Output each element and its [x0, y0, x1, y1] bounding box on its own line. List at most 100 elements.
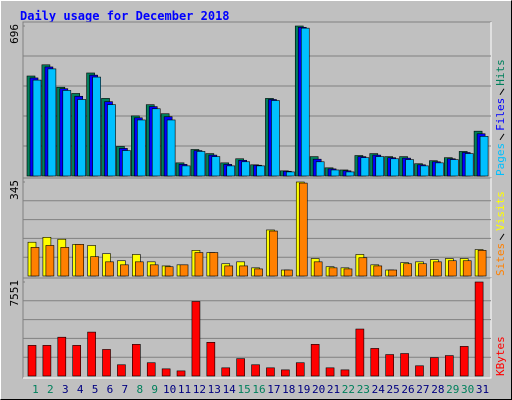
x-tick-label: 23 [357, 383, 370, 396]
bar [151, 108, 161, 177]
x-tick-label: 15 [237, 383, 250, 396]
x-tick-label: 29 [446, 383, 459, 396]
legend-label: Visits [494, 191, 507, 231]
bar [196, 151, 206, 177]
bar [343, 268, 353, 277]
bar [286, 171, 295, 177]
bar [474, 281, 484, 377]
bar [62, 90, 72, 177]
x-tick-label: 18 [282, 383, 295, 396]
x-tick-label: 10 [163, 383, 176, 396]
bar [400, 353, 409, 377]
bar [206, 342, 216, 377]
bar [27, 345, 37, 377]
panel-bevel [23, 278, 492, 379]
x-tick-label: 25 [387, 383, 400, 396]
bar [161, 368, 171, 377]
bar [241, 161, 250, 177]
bar [370, 348, 380, 377]
bar [72, 345, 82, 377]
bar [479, 136, 489, 177]
x-tick-label: 26 [401, 383, 414, 396]
bar [447, 260, 457, 277]
bar [132, 344, 141, 377]
x-tick-label: 4 [77, 383, 84, 396]
bar [330, 169, 340, 177]
x-tick-label: 27 [416, 383, 429, 396]
bar [385, 354, 394, 377]
bar [117, 364, 126, 377]
bar [47, 68, 57, 177]
bar [375, 156, 385, 177]
bar [176, 370, 186, 377]
bar [194, 252, 204, 277]
bar [191, 301, 201, 377]
x-tick-label: 2 [47, 383, 54, 396]
bar [32, 79, 42, 177]
bar [75, 244, 85, 277]
x-tick-label: 24 [372, 383, 386, 396]
x-tick-label: 5 [92, 383, 99, 396]
bar [281, 369, 290, 377]
bar [464, 153, 474, 177]
bar [236, 358, 245, 377]
bar [120, 264, 129, 277]
bar [254, 268, 263, 277]
legend-separator [499, 88, 505, 96]
bar [60, 247, 70, 277]
bar [313, 261, 323, 277]
bar [355, 328, 365, 377]
x-tick-label: 16 [252, 383, 265, 396]
x-tick-label: 21 [327, 383, 340, 396]
panel [22, 177, 492, 279]
bar [462, 260, 472, 277]
bar [137, 119, 146, 177]
bar [358, 257, 368, 277]
bar [345, 171, 355, 177]
bar [300, 27, 310, 177]
bar [166, 119, 176, 177]
bar [105, 261, 114, 277]
chart-title: Daily usage for December 2018 [20, 9, 230, 23]
legend-label: Hits [494, 59, 507, 86]
bar [87, 331, 96, 377]
x-tick-label: 6 [107, 383, 114, 396]
bar [459, 346, 469, 377]
bar [325, 367, 335, 377]
x-tick-label: 7 [122, 383, 129, 396]
x-tick-label: 28 [431, 383, 444, 396]
panel [22, 21, 492, 179]
x-tick-label: 1 [32, 383, 39, 396]
bar [405, 159, 414, 177]
x-tick-label: 17 [267, 383, 280, 396]
bar [298, 182, 308, 277]
x-tick-label: 22 [342, 383, 355, 396]
bar [269, 230, 278, 277]
bar [360, 157, 370, 177]
bar [328, 267, 338, 277]
x-tick-label: 8 [136, 383, 143, 396]
x-tick-label: 13 [208, 383, 221, 396]
bar [315, 161, 325, 177]
bar [42, 345, 52, 377]
bar [284, 269, 293, 277]
bar [444, 355, 454, 377]
bar [181, 165, 191, 177]
x-tick-label: 11 [178, 383, 191, 396]
legend-label: KBytes [494, 336, 507, 376]
bar [164, 266, 174, 277]
bar [135, 261, 144, 277]
y-tick-label: 345 [8, 180, 21, 200]
x-tick-label: 9 [151, 383, 158, 396]
x-tick-label: 31 [476, 383, 489, 396]
bar [310, 344, 320, 377]
bar [30, 247, 40, 277]
y-tick-label: 7551 [8, 280, 21, 307]
legend-label: Files [494, 98, 507, 131]
bar [57, 336, 67, 377]
bar [226, 165, 236, 177]
bar [420, 165, 429, 177]
bar [45, 245, 55, 277]
bar [256, 165, 265, 177]
